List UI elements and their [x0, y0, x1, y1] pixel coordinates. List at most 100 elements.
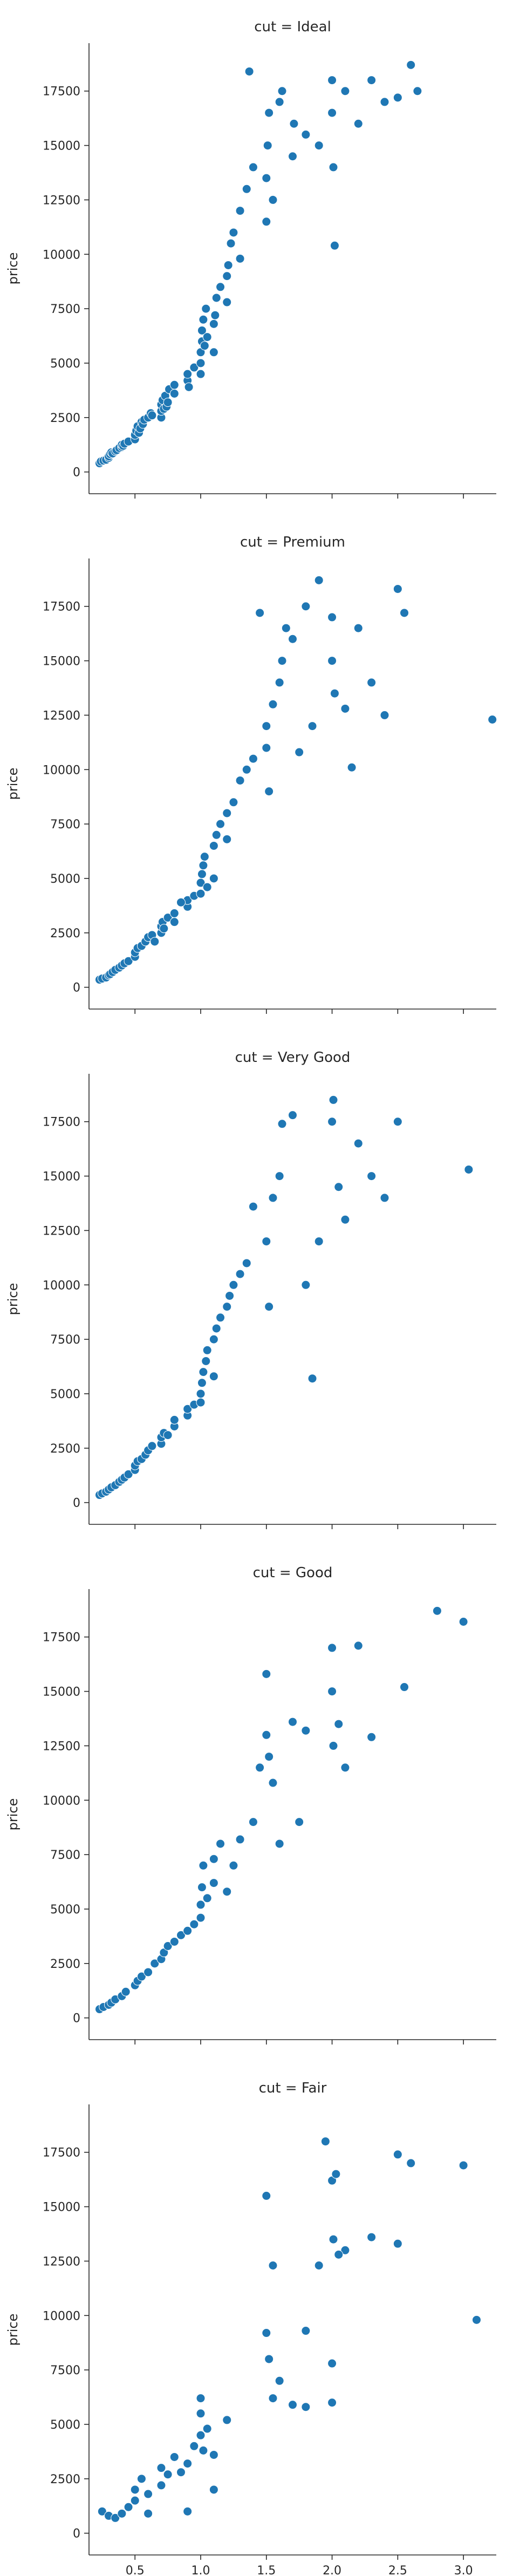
- data-point: [406, 2158, 416, 2168]
- y-tick-label: 7500: [50, 1333, 80, 1347]
- data-point: [331, 2169, 341, 2179]
- data-point: [400, 608, 409, 618]
- data-point: [209, 2450, 218, 2459]
- y-axis-label: price: [5, 2314, 20, 2346]
- data-point: [229, 798, 238, 807]
- y-tick-label: 12500: [43, 1740, 80, 1753]
- data-point: [353, 1641, 363, 1651]
- data-point: [176, 1930, 186, 1940]
- data-point: [275, 97, 284, 107]
- data-point: [117, 2509, 127, 2518]
- data-point: [200, 341, 209, 351]
- data-point: [197, 869, 207, 879]
- x-tick-label: 0.5: [126, 2564, 145, 2576]
- y-tick-label: 12500: [43, 1224, 80, 1238]
- y-tick-label: 10000: [43, 248, 80, 262]
- data-point: [367, 1732, 377, 1742]
- data-point: [216, 282, 225, 292]
- data-point: [209, 1878, 218, 1888]
- y-tick-label: 12500: [43, 194, 80, 207]
- panel-title: cut = Fair: [259, 2080, 327, 2096]
- y-tick-label: 10000: [43, 2309, 80, 2323]
- data-point: [288, 2400, 297, 2410]
- data-point: [199, 861, 208, 870]
- data-point: [340, 704, 350, 713]
- data-point: [262, 2191, 271, 2200]
- data-point: [347, 762, 357, 772]
- data-point: [176, 2468, 186, 2477]
- data-point: [262, 743, 271, 753]
- data-point: [216, 1839, 225, 1849]
- data-point: [189, 2441, 199, 2451]
- data-point: [196, 369, 206, 379]
- data-point: [275, 1171, 284, 1181]
- data-point: [307, 721, 317, 731]
- data-point: [268, 2394, 278, 2403]
- data-point: [147, 411, 157, 420]
- data-point: [189, 1919, 199, 1929]
- data-point: [288, 634, 297, 644]
- data-point: [242, 184, 251, 194]
- y-tick-label: 7500: [50, 303, 80, 316]
- data-point: [248, 1817, 258, 1827]
- data-point: [209, 347, 218, 357]
- data-point: [209, 874, 218, 883]
- data-point: [264, 2354, 274, 2364]
- data-point: [327, 612, 337, 622]
- data-point: [183, 2506, 193, 2516]
- data-point: [209, 1372, 218, 1381]
- data-point: [235, 775, 245, 785]
- data-point: [211, 830, 221, 840]
- x-tick-label: 1.0: [192, 2564, 210, 2576]
- data-point: [124, 956, 133, 966]
- data-point: [183, 2459, 193, 2469]
- data-point: [222, 1302, 232, 1312]
- facet-panel: cut = Very Good 0 2500 5000 7500 10000 12500 15…: [5, 1050, 496, 1529]
- data-point: [169, 1937, 179, 1946]
- y-tick-label: 12500: [43, 2255, 80, 2268]
- data-point: [367, 678, 377, 687]
- y-tick-label: 10000: [43, 1279, 80, 1292]
- data-point: [314, 1237, 324, 1246]
- data-point: [277, 1119, 287, 1129]
- data-point: [210, 310, 220, 320]
- scatter-points: [94, 60, 422, 468]
- data-point: [201, 304, 211, 314]
- data-point: [340, 1763, 350, 1773]
- data-point: [275, 678, 284, 687]
- y-tick-label: 15000: [43, 140, 80, 153]
- scatter-points: [94, 575, 497, 985]
- y-tick-label: 0: [73, 982, 80, 995]
- data-point: [176, 897, 186, 907]
- data-point: [143, 2509, 153, 2518]
- data-point: [288, 1717, 297, 1727]
- y-tick-label: 0: [73, 1497, 80, 1510]
- data-point: [159, 924, 169, 933]
- data-point: [367, 1171, 377, 1181]
- y-tick-label: 5000: [50, 1388, 80, 1401]
- facet-panel: cut = Ideal 0 2500 5000 7500 10000 12500 15000 1…: [5, 19, 496, 499]
- y-tick-label: 17500: [43, 85, 80, 99]
- data-point: [222, 271, 232, 281]
- data-point: [393, 2239, 402, 2248]
- data-point: [143, 2489, 153, 2499]
- panel-title: cut = Premium: [240, 534, 345, 550]
- data-point: [209, 1854, 218, 1864]
- data-point: [169, 380, 179, 390]
- data-point: [263, 141, 272, 151]
- data-point: [268, 1778, 278, 1788]
- data-point: [413, 86, 422, 96]
- data-point: [242, 1258, 251, 1268]
- data-point: [209, 841, 218, 850]
- data-point: [183, 369, 193, 379]
- data-point: [196, 1389, 206, 1399]
- data-point: [196, 2409, 206, 2418]
- data-point: [235, 1269, 245, 1279]
- data-point: [156, 2480, 166, 2490]
- data-point: [235, 1835, 245, 1844]
- data-point: [264, 787, 274, 796]
- data-point: [353, 119, 363, 128]
- panel-title: cut = Good: [253, 1565, 333, 1581]
- data-point: [268, 195, 278, 205]
- data-point: [268, 699, 278, 709]
